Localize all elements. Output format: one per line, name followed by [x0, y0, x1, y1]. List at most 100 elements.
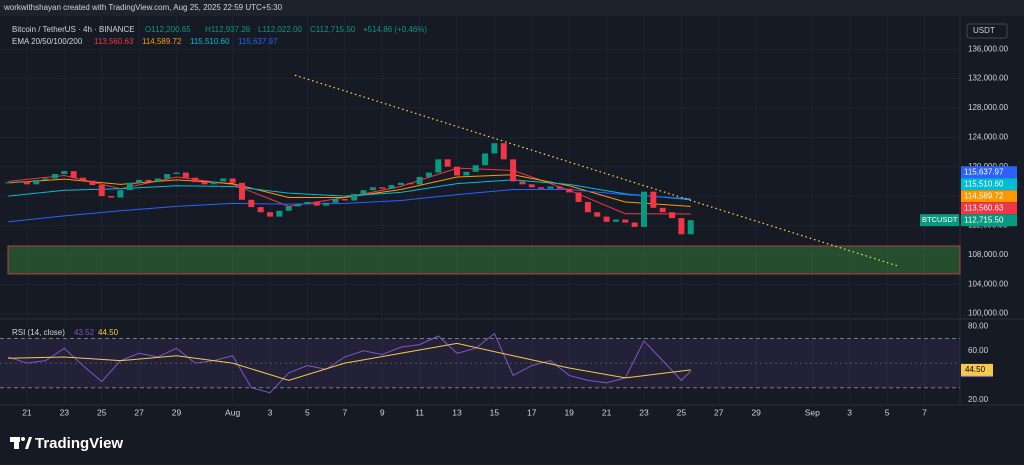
- ema-legend-value: 113,560.63: [94, 37, 134, 46]
- symbol: Bitcoin / TetherUS · 4h · BINANCE: [12, 25, 135, 34]
- price-label-box: [961, 202, 1017, 215]
- candle: [80, 177, 87, 181]
- candle: [631, 222, 638, 227]
- y-tick-label: 124,000.00: [968, 132, 1009, 141]
- y-tick-label: 60.00: [968, 346, 989, 355]
- logo-mark: [21, 437, 25, 441]
- x-tick-label: 7: [342, 407, 347, 417]
- candle: [229, 178, 236, 183]
- ohlc: C112,715.50: [310, 25, 356, 34]
- candle: [397, 182, 404, 186]
- ema-line: [8, 174, 691, 207]
- candle: [70, 171, 77, 178]
- x-tick-label: 17: [527, 407, 537, 417]
- candle: [14, 181, 21, 183]
- candle: [360, 190, 367, 194]
- x-tick-label: 5: [305, 407, 310, 417]
- ohlc: L112,022.00: [258, 25, 302, 34]
- price-label: 114,589.72: [964, 191, 1004, 200]
- x-tick-label: 25: [677, 407, 687, 417]
- price-label: 113,560.63: [964, 203, 1004, 212]
- y-tick-label: 100,000.00: [968, 309, 1009, 318]
- candle: [379, 187, 386, 189]
- rsi-label: 44.50: [965, 365, 986, 374]
- rsi-line: [8, 342, 691, 381]
- candle: [89, 180, 96, 186]
- x-tick-label: 25: [97, 407, 107, 417]
- candle: [154, 178, 161, 182]
- candle: [472, 165, 479, 172]
- candle: [192, 177, 199, 183]
- candle: [444, 159, 451, 167]
- y-tick-label: 136,000.00: [968, 44, 1009, 53]
- candle: [23, 181, 30, 185]
- x-tick-label: 3: [268, 407, 273, 417]
- candle: [659, 207, 666, 213]
- candle: [304, 201, 311, 205]
- watermark-bar: [0, 0, 1024, 16]
- price-label: 112,715.50: [964, 215, 1004, 224]
- x-tick-label: 23: [60, 407, 70, 417]
- unit-box[interactable]: [966, 23, 1008, 39]
- candle: [220, 178, 227, 182]
- y-tick-label: 128,000.00: [968, 103, 1009, 112]
- candle: [687, 220, 694, 235]
- candle: [285, 206, 292, 211]
- rsi-line: [8, 332, 692, 394]
- candle: [313, 201, 320, 206]
- candle: [678, 218, 685, 235]
- candle: [547, 186, 554, 189]
- candle: [126, 182, 133, 191]
- candle: [33, 179, 40, 185]
- candle: [584, 201, 591, 213]
- y-tick-label: 132,000.00: [968, 74, 1009, 83]
- candle: [238, 182, 245, 200]
- price-label-box: [961, 214, 1017, 227]
- candle: [500, 143, 507, 160]
- candle: [519, 181, 526, 185]
- candle: [42, 178, 49, 180]
- brand: TradingView: [35, 435, 123, 452]
- candle: [603, 216, 610, 222]
- candle: [640, 191, 647, 227]
- ema-line: [8, 179, 691, 201]
- price-label-box: [961, 166, 1017, 179]
- x-tick-label: 15: [490, 407, 500, 417]
- x-tick-label: 9: [380, 407, 385, 417]
- x-tick-label: 7: [922, 407, 927, 417]
- x-tick-label: 21: [602, 407, 612, 417]
- candle: [435, 159, 442, 173]
- x-tick-label: 13: [452, 407, 462, 417]
- x-tick-label: 21: [22, 407, 32, 417]
- candle: [145, 179, 152, 182]
- ticker: BTCUSDT: [922, 215, 958, 224]
- candle: [51, 174, 58, 179]
- rsi-legend-value: 43.52: [74, 328, 95, 337]
- candle: [482, 153, 489, 166]
- price-label-box: [961, 190, 1017, 203]
- candle: [295, 204, 302, 207]
- candle: [416, 176, 423, 185]
- ohlc: H112,937.26: [205, 25, 251, 34]
- ema-legend-value: 114,589.72: [142, 37, 182, 46]
- candle: [341, 199, 348, 201]
- candle: [332, 199, 339, 203]
- x-tick-label: 5: [885, 407, 890, 417]
- candle: [267, 212, 274, 217]
- candle: [556, 186, 563, 189]
- candle: [98, 185, 105, 197]
- change: +514.86 (+0.46%): [363, 25, 427, 34]
- candle: [117, 190, 124, 198]
- candle: [594, 212, 601, 217]
- unit: USDT: [973, 26, 995, 35]
- candle: [257, 207, 264, 213]
- x-tick-label: 19: [564, 407, 574, 417]
- logo-mark: [25, 437, 32, 449]
- ticker-box: [920, 214, 959, 227]
- logo: [10, 437, 32, 449]
- x-tick-label: 27: [714, 407, 724, 417]
- watermark: workwithshayan created with TradingView.…: [3, 3, 283, 12]
- candle: [61, 171, 68, 175]
- x-tick-label: 27: [134, 407, 144, 417]
